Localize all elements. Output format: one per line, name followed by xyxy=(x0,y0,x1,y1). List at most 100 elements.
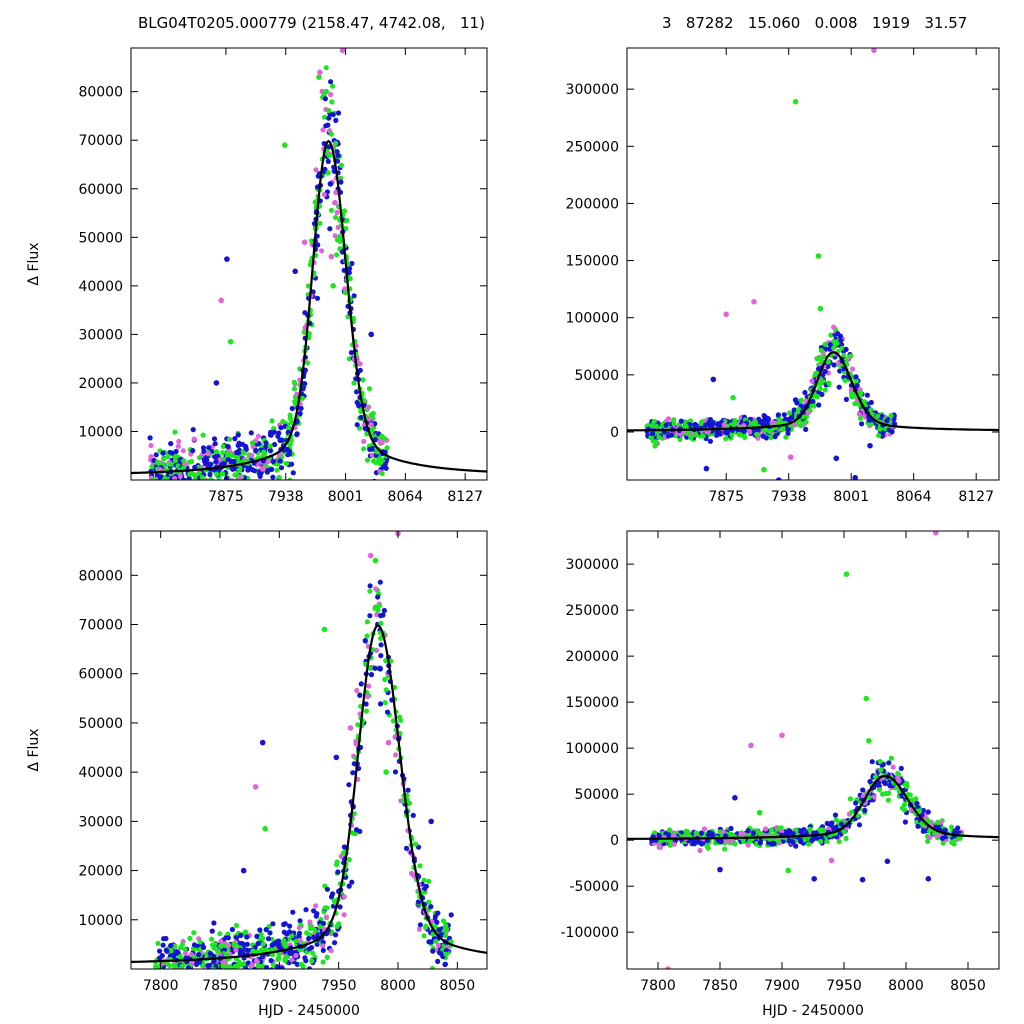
data-point-green xyxy=(346,356,352,362)
data-point-blue xyxy=(157,948,163,954)
data-point-magenta xyxy=(294,391,300,397)
x-tick-label: 8064 xyxy=(388,489,424,505)
data-point-green xyxy=(164,484,169,489)
data-point-green xyxy=(159,972,164,977)
data-point-blue xyxy=(836,384,842,390)
outlier-point-blue xyxy=(732,795,738,801)
data-point-green xyxy=(165,493,170,498)
data-point-magenta xyxy=(321,191,327,198)
data-point-green xyxy=(172,458,178,464)
data-point-green xyxy=(168,482,173,487)
data-point-blue xyxy=(324,886,330,892)
data-point-blue xyxy=(914,800,920,807)
scatter-points xyxy=(152,531,454,977)
data-point-blue xyxy=(333,932,339,938)
data-point-blue xyxy=(797,837,804,844)
data-point-blue xyxy=(707,438,714,444)
data-point-blue xyxy=(868,399,874,406)
data-point-green xyxy=(265,970,270,975)
data-point-blue xyxy=(213,483,218,488)
data-point-green xyxy=(704,841,711,848)
data-point-green xyxy=(179,963,185,969)
data-point-magenta xyxy=(896,778,902,784)
data-point-blue xyxy=(294,431,300,437)
data-point-magenta xyxy=(354,687,360,694)
data-point-green xyxy=(326,108,332,114)
data-point-blue xyxy=(717,431,723,437)
data-point-blue xyxy=(853,800,859,806)
data-point-green xyxy=(667,827,673,833)
data-point-green xyxy=(187,935,193,942)
data-point-blue xyxy=(920,828,926,834)
data-point-magenta xyxy=(313,167,319,173)
data-point-green xyxy=(398,717,404,724)
data-point-magenta xyxy=(328,948,334,954)
outlier-point-blue xyxy=(859,876,866,883)
data-point-blue xyxy=(268,958,274,964)
data-point-green xyxy=(367,588,373,594)
data-point-green xyxy=(903,780,910,787)
data-point-green xyxy=(312,199,318,205)
data-point-magenta xyxy=(927,834,933,841)
data-point-blue xyxy=(170,952,176,958)
data-point-blue xyxy=(303,907,309,913)
data-point-green xyxy=(379,482,384,487)
data-point-green xyxy=(197,470,203,476)
y-tick-label: 200000 xyxy=(566,649,619,665)
data-point-blue xyxy=(149,482,154,487)
y-tick-label: 0 xyxy=(610,833,619,849)
data-point-green xyxy=(182,946,188,952)
outlier-point-blue xyxy=(428,818,435,825)
data-point-blue xyxy=(375,594,381,600)
data-point-green xyxy=(940,840,946,846)
data-point-green xyxy=(177,954,183,960)
outlier-point-green xyxy=(866,738,872,744)
data-point-blue xyxy=(272,441,278,448)
y-tick-label: 40000 xyxy=(78,765,123,781)
data-point-blue xyxy=(175,481,180,486)
x-tick-label: 7900 xyxy=(764,978,800,994)
data-point-green xyxy=(948,824,955,830)
data-point-blue xyxy=(785,831,791,837)
data-point-blue xyxy=(261,482,266,487)
data-point-green xyxy=(210,483,215,488)
data-point-blue xyxy=(430,948,436,954)
data-point-green xyxy=(876,432,882,438)
data-point-green xyxy=(364,619,370,625)
data-point-green xyxy=(191,930,197,936)
data-point-blue xyxy=(856,822,863,828)
data-point-green xyxy=(722,846,728,852)
data-point-magenta xyxy=(148,442,154,449)
data-point-blue xyxy=(802,389,808,396)
data-point-blue xyxy=(810,398,816,404)
data-point-green xyxy=(209,936,215,942)
data-point-green xyxy=(190,971,195,976)
y-tick-label: 70000 xyxy=(78,618,123,634)
data-point-green xyxy=(361,446,367,452)
data-point-green xyxy=(189,458,195,465)
data-point-green xyxy=(852,401,858,407)
data-point-green xyxy=(211,945,217,951)
data-point-green xyxy=(802,837,808,843)
data-point-green xyxy=(292,399,298,405)
data-point-green xyxy=(149,464,155,470)
data-point-green xyxy=(443,951,449,957)
data-point-magenta xyxy=(697,847,703,854)
data-point-magenta xyxy=(334,209,340,216)
data-point-blue xyxy=(859,421,865,427)
data-point-magenta xyxy=(175,443,181,449)
data-point-blue xyxy=(206,445,212,451)
data-point-green xyxy=(180,465,187,471)
data-point-green xyxy=(236,963,242,969)
y-tick-label: 150000 xyxy=(566,254,619,270)
x-tick-label: 7850 xyxy=(202,978,238,994)
data-point-magenta xyxy=(779,828,785,834)
data-point-green xyxy=(440,918,447,924)
data-point-magenta xyxy=(332,200,338,206)
data-point-blue xyxy=(372,665,378,671)
x-tick-label: 7950 xyxy=(826,978,862,994)
data-point-blue xyxy=(392,769,399,775)
data-point-blue xyxy=(244,967,250,969)
data-point-magenta xyxy=(763,826,769,832)
data-point-blue xyxy=(435,910,441,916)
